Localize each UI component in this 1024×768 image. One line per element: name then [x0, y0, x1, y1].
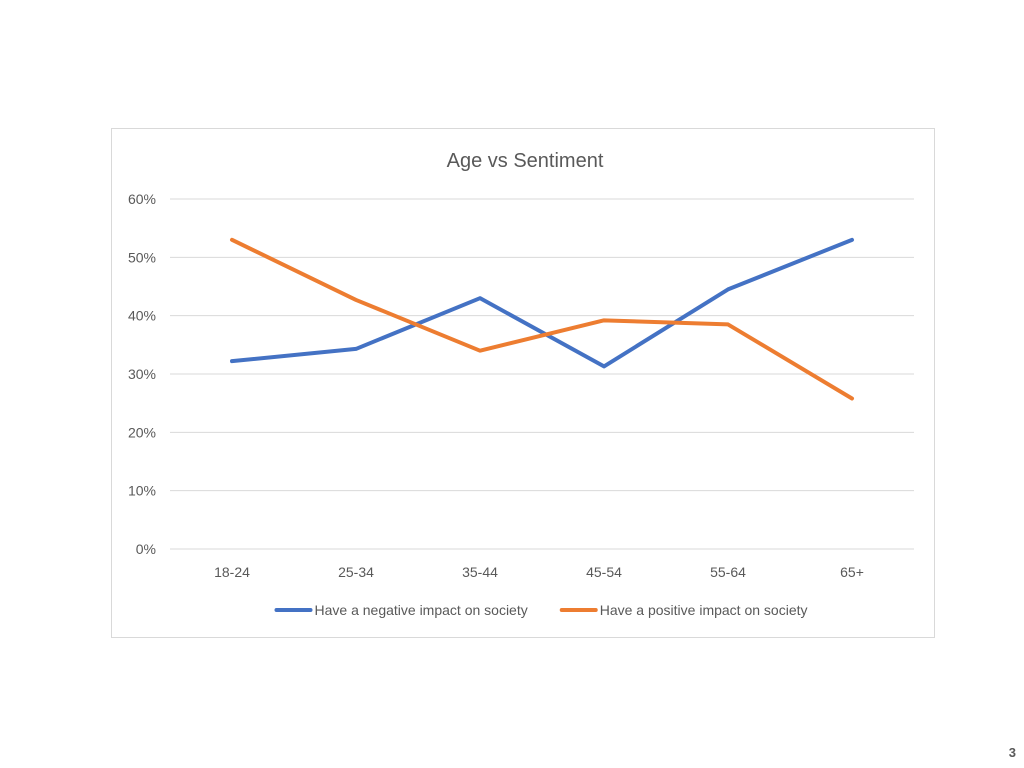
chart-area: Age vs Sentiment 0% 10% 20% 30% 40% 50% 60% 18…	[111, 128, 935, 638]
y-tick-label: 40%	[128, 308, 156, 324]
series-line-1	[230, 237, 854, 369]
x-axis-ticks: 18-24 25-34 35-44 45-54 55-64 65+	[214, 564, 864, 580]
x-tick-label: 18-24	[214, 564, 250, 580]
x-tick-label: 25-34	[338, 564, 374, 580]
series-line-2	[230, 237, 854, 401]
y-tick-label: 0%	[136, 541, 156, 557]
x-tick-label: 45-54	[586, 564, 622, 580]
x-tick-label: 35-44	[462, 564, 498, 580]
chart-title: Age vs Sentiment	[447, 150, 604, 172]
series-lines	[230, 237, 854, 401]
legend-label: Have a negative impact on society	[315, 602, 528, 618]
x-tick-label: 65+	[840, 564, 864, 580]
page-number: 3	[1008, 745, 1016, 760]
line-chart: Age vs Sentiment 0% 10% 20% 30% 40% 50% 60% 18…	[128, 150, 914, 618]
y-tick-label: 10%	[128, 483, 156, 499]
y-tick-label: 30%	[128, 366, 156, 382]
gridlines	[170, 198, 914, 550]
y-axis-ticks: 0% 10% 20% 30% 40% 50% 60%	[128, 191, 156, 557]
y-tick-label: 20%	[128, 424, 156, 440]
y-tick-label: 60%	[128, 191, 156, 207]
legend: Have a negative impact on society Have a …	[274, 602, 808, 618]
y-tick-label: 50%	[128, 249, 156, 265]
legend-label: Have a positive impact on society	[600, 602, 808, 618]
x-tick-label: 55-64	[710, 564, 746, 580]
